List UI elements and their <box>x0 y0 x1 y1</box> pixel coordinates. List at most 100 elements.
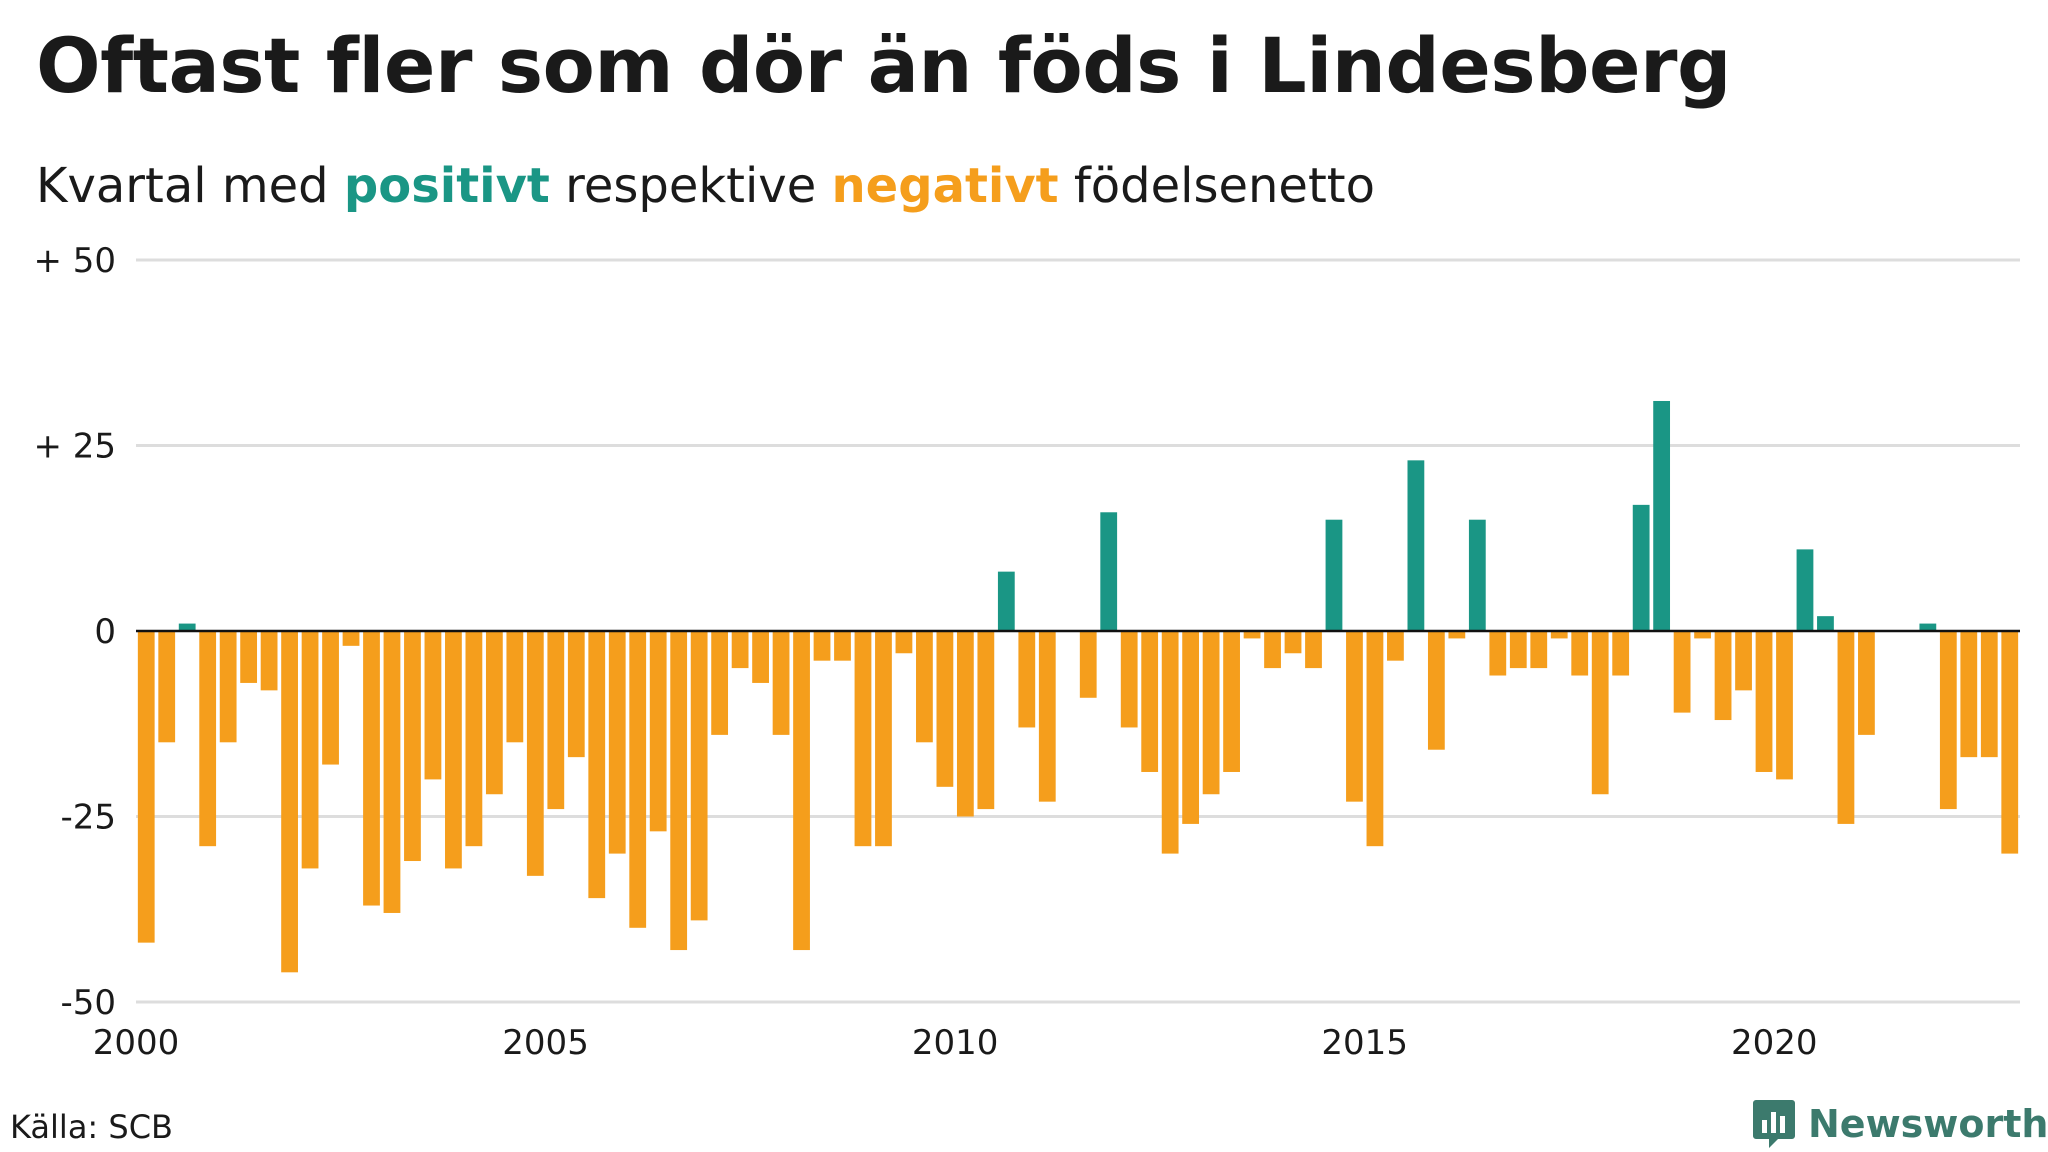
bar <box>363 631 380 906</box>
bar <box>1980 631 1998 758</box>
bar <box>997 571 1015 631</box>
bars <box>137 400 2019 973</box>
bar <box>1284 631 1302 654</box>
bar <box>240 631 258 683</box>
x-tick-label: 2020 <box>1731 1023 1818 1063</box>
bar <box>1612 631 1630 676</box>
bar <box>219 631 237 743</box>
y-tick-label: + 50 <box>33 241 116 281</box>
bar <box>1141 631 1159 772</box>
bar <box>1407 460 1425 631</box>
bar <box>1673 631 1691 713</box>
bar <box>1223 631 1240 772</box>
x-tick-label: 2005 <box>502 1023 589 1063</box>
bar <box>813 631 831 661</box>
bar <box>1694 631 1711 639</box>
x-axis: 2000 2005 2010 2015 2020 <box>93 1023 1818 1063</box>
bar <box>1202 631 1220 795</box>
bar <box>1161 631 1179 854</box>
x-tick-label: 2010 <box>912 1023 999 1063</box>
bar <box>711 631 729 735</box>
bar <box>424 631 442 780</box>
bar <box>158 631 176 743</box>
chart-subtitle: Kvartal med positivt respektive negativt… <box>36 158 1375 216</box>
bar <box>608 631 626 854</box>
bar <box>1346 631 1363 802</box>
bar <box>1714 631 1732 721</box>
bar <box>260 631 278 691</box>
bar <box>137 631 155 943</box>
bar <box>956 631 974 817</box>
subtitle-negative-label: negativt <box>831 158 1059 214</box>
bar <box>199 631 217 847</box>
bar <box>629 631 647 928</box>
bar <box>1796 549 1814 631</box>
bar <box>752 631 769 683</box>
subtitle-positive-label: positivt <box>343 158 550 214</box>
bar <box>916 631 933 743</box>
bar <box>936 631 954 787</box>
bar <box>567 631 585 758</box>
bar <box>854 631 872 847</box>
subtitle-prefix: Kvartal med <box>36 158 344 214</box>
x-tick-label: 2015 <box>1321 1023 1408 1063</box>
y-tick-label: 0 <box>94 612 116 652</box>
bar <box>506 631 524 743</box>
bar <box>178 623 196 631</box>
bar <box>1264 631 1281 669</box>
y-tick-label: -50 <box>60 983 116 1023</box>
bar <box>465 631 483 847</box>
bar <box>1755 631 1773 772</box>
bar <box>1468 519 1486 631</box>
bar <box>1079 631 1097 698</box>
bar <box>1387 631 1404 661</box>
bar <box>649 631 667 832</box>
bar <box>1325 519 1343 631</box>
bar <box>1776 631 1793 780</box>
bar <box>445 631 462 869</box>
bar <box>383 631 401 913</box>
bar <box>1448 631 1466 639</box>
bar <box>1591 631 1609 795</box>
bar <box>1182 631 1200 824</box>
y-tick-label: + 25 <box>33 427 116 467</box>
x-tick-label: 2000 <box>93 1023 180 1063</box>
newsworthy-logo-icon <box>1753 1100 1795 1148</box>
bar <box>977 631 995 810</box>
y-tick-label: -25 <box>60 798 116 838</box>
bar <box>322 631 339 765</box>
bar <box>547 631 565 810</box>
bar <box>1817 616 1834 631</box>
chart-title: Oftast fler som dör än föds i Lindesberg <box>36 21 1731 110</box>
bar <box>1653 400 1671 631</box>
bar <box>1919 623 1937 631</box>
bar <box>731 631 749 669</box>
bar <box>1509 631 1527 669</box>
bar <box>1120 631 1138 728</box>
bar <box>1243 631 1261 639</box>
source-label: Källa: SCB <box>10 1108 173 1146</box>
bar <box>1038 631 1056 802</box>
bar <box>875 631 892 847</box>
bar <box>1366 631 1384 847</box>
bar <box>1530 631 1548 669</box>
newsworthy-logo: Newsworthy <box>1752 1098 2048 1150</box>
subtitle-suffix: födelsenetto <box>1058 158 1375 214</box>
bar <box>895 631 913 654</box>
bar <box>1100 512 1118 631</box>
bar <box>1018 631 1036 728</box>
bar <box>2001 631 2019 854</box>
bar <box>1489 631 1507 676</box>
bar <box>1939 631 1957 810</box>
logo-text: Newsworthy <box>1808 1102 2048 1146</box>
bar <box>690 631 708 921</box>
bar <box>342 631 360 646</box>
bar <box>1632 504 1650 631</box>
bar <box>1858 631 1875 735</box>
bar <box>301 631 319 869</box>
bar <box>1960 631 1978 758</box>
bar <box>772 631 790 735</box>
bar <box>1837 631 1855 824</box>
bar <box>281 631 298 973</box>
bar <box>670 631 688 951</box>
